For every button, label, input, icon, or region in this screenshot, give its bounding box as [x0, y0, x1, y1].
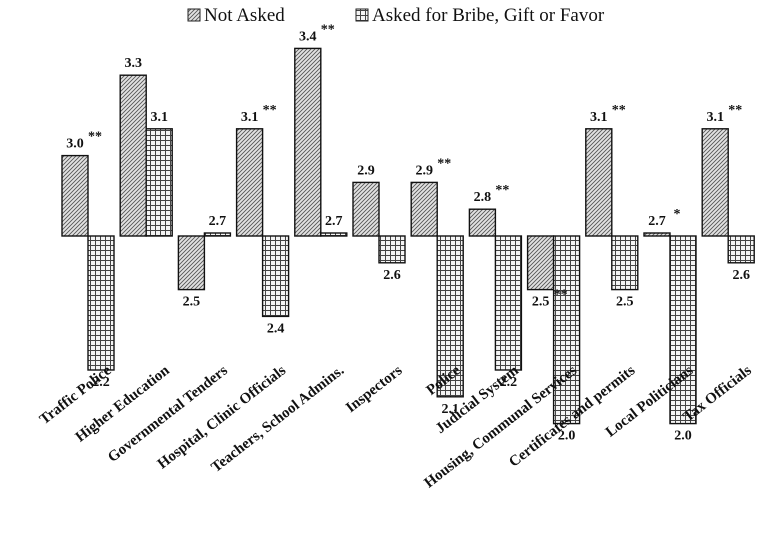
value-label-asked-for-bribe-gift-or-favor-tax-officials: 2.6	[732, 268, 750, 283]
bar-asked-for-bribe-gift-or-favor-higher-education	[145, 128, 173, 237]
legend-label-not-asked: Not Asked	[204, 5, 285, 26]
legend-label-asked: Asked for Bribe, Gift or Favor	[372, 5, 605, 26]
bar-asked-for-bribe-gift-or-favor-certificates-and-permits	[611, 235, 639, 291]
value-label-not-asked-judicial-system: 2.8	[474, 190, 492, 205]
bar-asked-for-bribe-gift-or-favor-hospital-clinic-officials	[261, 235, 290, 318]
value-label-asked-for-bribe-gift-or-favor-judicial-system: 2.2	[500, 375, 518, 390]
category-label-inspectors: Inspectors	[343, 362, 406, 416]
significance-labels: *****************	[88, 22, 742, 302]
value-label-not-asked-certificates-and-permits: 3.1	[590, 110, 608, 125]
value-label-asked-for-bribe-gift-or-favor-traffic-police: 2.2	[92, 375, 110, 390]
value-label-not-asked-housing-communal-services: 2.5	[532, 295, 550, 310]
bar-asked-for-bribe-gift-or-favor-tax-officials	[727, 235, 755, 264]
bar-asked-for-bribe-gift-or-favor-local-politicians	[669, 235, 697, 425]
value-label-asked-for-bribe-gift-or-favor-housing-communal-services: 2.0	[558, 429, 576, 444]
significance-marker-hospital-clinic-officials: **	[263, 103, 277, 118]
significance-marker-certificates-and-permits: **	[612, 103, 626, 118]
bar-not-asked-hospital-clinic-officials	[235, 128, 264, 237]
bar-not-asked-housing-communal-services	[526, 235, 555, 291]
value-label-asked-for-bribe-gift-or-favor-teachers-school-admins: 2.7	[325, 214, 343, 229]
legend: Not Asked Asked for Bribe, Gift or Favor	[187, 5, 605, 26]
value-label-not-asked-tax-officials: 3.1	[706, 110, 724, 125]
bar-asked-for-bribe-gift-or-favor-judicial-system	[494, 235, 523, 371]
value-label-asked-for-bribe-gift-or-favor-higher-education: 3.1	[150, 110, 168, 125]
bar-not-asked-inspectors	[352, 181, 380, 237]
bar-asked-for-bribe-gift-or-favor-traffic-police	[87, 235, 115, 371]
significance-marker-police: **	[437, 156, 451, 171]
value-labels: 3.0 2.2 3.3 3.1 2.5 2.7 3.1 2.4 3.4 2.7 2.9 2.6 2.9 2…	[66, 29, 750, 443]
value-label-not-asked-higher-education: 3.3	[124, 56, 142, 71]
value-label-asked-for-bribe-gift-or-favor-local-politicians: 2.0	[674, 429, 692, 444]
value-label-not-asked-police: 2.9	[415, 163, 433, 178]
significance-marker-teachers-school-admins: **	[321, 22, 335, 37]
significance-marker-local-politicians: *	[674, 207, 681, 222]
legend-swatch-not-asked	[187, 8, 201, 22]
value-label-asked-for-bribe-gift-or-favor-certificates-and-permits: 2.5	[616, 295, 634, 310]
value-label-not-asked-teachers-school-admins: 3.4	[299, 29, 317, 44]
value-label-not-asked-inspectors: 2.9	[357, 163, 375, 178]
bar-not-asked-teachers-school-admins	[294, 47, 322, 237]
bar-asked-for-bribe-gift-or-favor-teachers-school-admins	[320, 232, 348, 237]
significance-marker-judicial-system: **	[495, 183, 509, 198]
significance-marker-traffic-police: **	[88, 130, 102, 145]
bar-not-asked-governmental-tenders	[177, 235, 206, 291]
bar-not-asked-certificates-and-permits	[585, 128, 613, 237]
significance-marker-tax-officials: **	[728, 103, 742, 118]
bar-not-asked-police	[410, 181, 438, 237]
bar-asked-for-bribe-gift-or-favor-governmental-tenders	[203, 232, 232, 237]
value-label-asked-for-bribe-gift-or-favor-police: 2.1	[441, 402, 459, 417]
value-label-asked-for-bribe-gift-or-favor-hospital-clinic-officials: 2.4	[267, 321, 285, 336]
bar-not-asked-higher-education	[119, 74, 147, 237]
value-label-not-asked-local-politicians: 2.7	[648, 214, 666, 229]
significance-marker-housing-communal-services: **	[554, 288, 568, 303]
bars	[61, 47, 755, 425]
value-label-asked-for-bribe-gift-or-favor-governmental-tenders: 2.7	[209, 214, 227, 229]
value-label-asked-for-bribe-gift-or-favor-inspectors: 2.6	[383, 268, 401, 283]
bar-not-asked-local-politicians	[643, 232, 671, 237]
value-label-not-asked-traffic-police: 3.0	[66, 137, 84, 152]
bar-not-asked-traffic-police	[61, 154, 89, 237]
bar-not-asked-tax-officials	[701, 128, 729, 237]
value-label-not-asked-hospital-clinic-officials: 3.1	[241, 110, 259, 125]
bar-not-asked-judicial-system	[468, 208, 497, 237]
bar-asked-for-bribe-gift-or-favor-housing-communal-services	[552, 235, 581, 425]
legend-swatch-asked	[355, 8, 369, 22]
bar-asked-for-bribe-gift-or-favor-police	[436, 235, 464, 398]
value-label-not-asked-governmental-tenders: 2.5	[183, 295, 201, 310]
bar-asked-for-bribe-gift-or-favor-inspectors	[378, 235, 406, 264]
